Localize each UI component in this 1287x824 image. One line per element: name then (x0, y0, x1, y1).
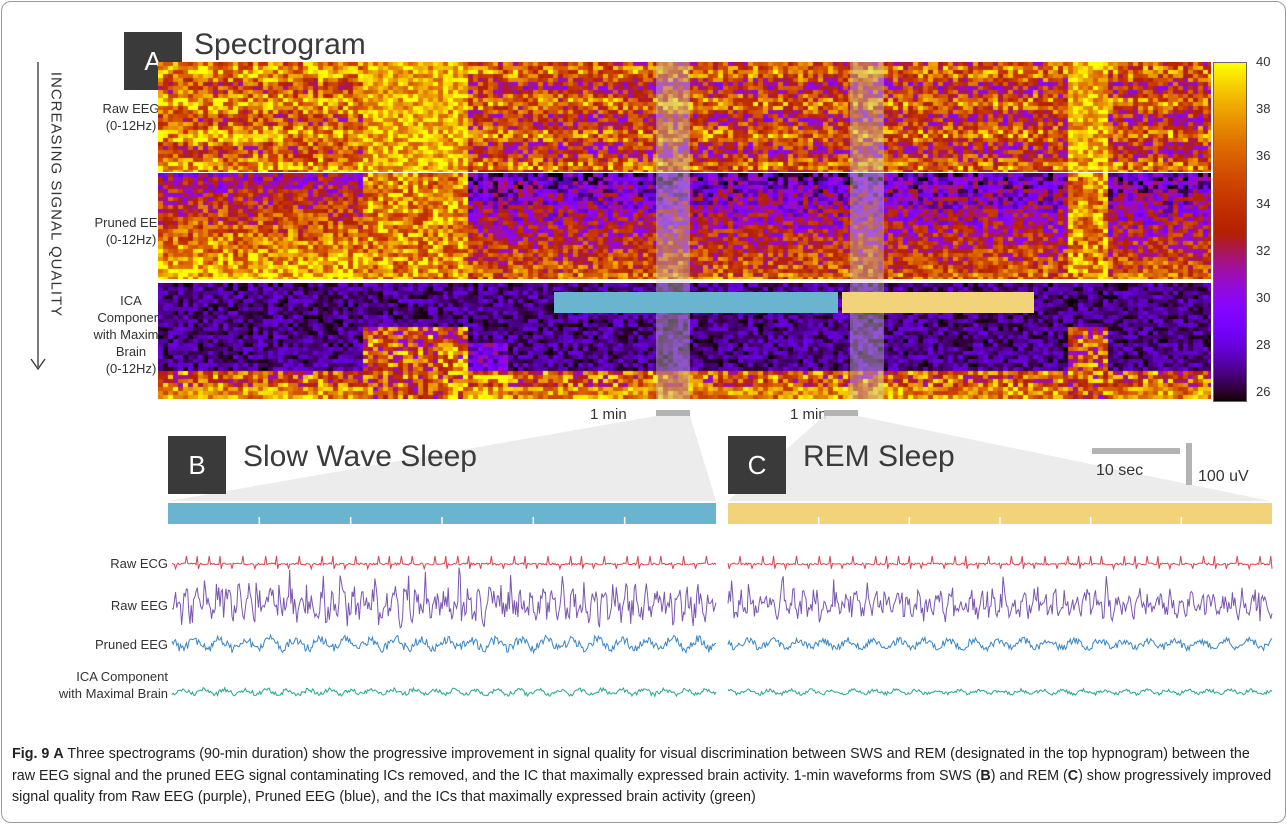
row-label-ica-5: (0-12Hz) (105, 361, 157, 376)
rem-minute-highlight (850, 62, 884, 399)
hypnogram-rem-bar (842, 292, 1034, 313)
spectrogram-pruned (158, 173, 1211, 279)
sws-eeg-trace (171, 567, 717, 629)
row-label-ica-2: Component (97, 310, 165, 325)
colorbar-tick: 34 (1256, 195, 1271, 211)
hypnogram-sws-bar (554, 292, 838, 313)
colorbar-tick: 38 (1256, 101, 1271, 117)
time-scale-label: 10 sec (1096, 462, 1144, 479)
zoom-bar-ticks (258, 517, 1183, 524)
row-label-ica-1: ICA (120, 293, 142, 308)
rem-ica-trace (727, 687, 1273, 697)
colorbar-tick: 40 (1256, 54, 1271, 69)
rem-zoom-wedge (728, 416, 1270, 501)
ica-label-1: ICA Component (76, 669, 168, 684)
caption-text-3: ) show progressively improved signal qua… (12, 767, 1272, 806)
ica-label: ICA Component with Maximal Brain (20, 668, 168, 702)
row-label-pruned-1: Pruned EEG (94, 215, 168, 230)
sws-zoom-bar (168, 503, 716, 524)
scale-1min-left-label: 1 min (590, 406, 627, 423)
colorbar-tick: 36 (1256, 148, 1271, 164)
zoom-wedges (169, 416, 1270, 501)
scale-1min-right-label: 1 min (790, 406, 827, 423)
row-label-ica-4: Brain (115, 344, 147, 359)
rem-ecg-trace (727, 555, 1273, 571)
colorbar-tick: 28 (1256, 337, 1271, 353)
rem-eeg-trace (727, 576, 1273, 623)
amplitude-scale-bar (1186, 443, 1192, 485)
ica-label-2: with Maximal Brain (58, 686, 168, 701)
figure-caption: Fig. 9 A Three spectrograms (90-min dura… (12, 744, 1274, 809)
scale-1min-right-bar (824, 410, 858, 416)
caption-panel-a: A (53, 746, 64, 762)
sws-minute-highlight (656, 62, 690, 399)
sws-pruned-trace (171, 633, 717, 655)
row-label-raw-1: Raw EEG (102, 101, 160, 116)
caption-text-1: Three spectrograms (90-min duration) sho… (12, 746, 1250, 784)
row-label-ica: ICA Component with Maximal Brain (0-12Hz… (88, 292, 174, 377)
raw-eeg-label: Raw EEG (110, 598, 168, 613)
row-label-raw: Raw EEG (0-12Hz) (88, 100, 174, 134)
sws-ica-trace (171, 686, 717, 698)
caption-text-2: ) and REM ( (990, 767, 1068, 784)
panel-b-title: Slow Wave Sleep (243, 440, 477, 473)
down-arrow-icon (30, 62, 46, 371)
sws-ecg-trace (171, 555, 717, 571)
scale-1min-left-bar (656, 410, 690, 416)
panel-b-tag: B (168, 436, 226, 494)
row-label-raw-2: (0-12Hz) (105, 118, 157, 133)
panel-a-title: Spectrogram (194, 28, 366, 61)
colorbar (1213, 62, 1247, 402)
sws-zoom-wedge (169, 416, 716, 501)
pruned-eeg-label: Pruned EEG (95, 637, 168, 652)
rem-pruned-trace (727, 635, 1273, 653)
panel-c-title: REM Sleep (803, 440, 955, 473)
caption-panel-c: C (1067, 767, 1079, 784)
colorbar-tick: 26 (1256, 384, 1271, 400)
row-label-pruned-2: (0-12Hz) (105, 232, 157, 247)
rem-zoom-bar (728, 503, 1272, 524)
amplitude-scale-label: 100 uV (1198, 468, 1249, 485)
row-label-ica-3: with Maximal (93, 327, 169, 342)
caption-fig-number: Fig. 9 (12, 746, 50, 762)
row-label-pruned: Pruned EEG (0-12Hz) (88, 214, 174, 248)
waveforms (171, 555, 1273, 698)
colorbar-tick: 32 (1256, 242, 1271, 258)
time-scale-bar (1092, 448, 1180, 454)
caption-panel-b: B (980, 767, 991, 784)
panel-c-tag: C (728, 436, 786, 494)
raw-ecg-label: Raw ECG (110, 556, 168, 571)
spectrogram-raw (158, 62, 1211, 172)
zoom-bars (168, 503, 1272, 524)
colorbar-tick: 30 (1256, 290, 1271, 305)
